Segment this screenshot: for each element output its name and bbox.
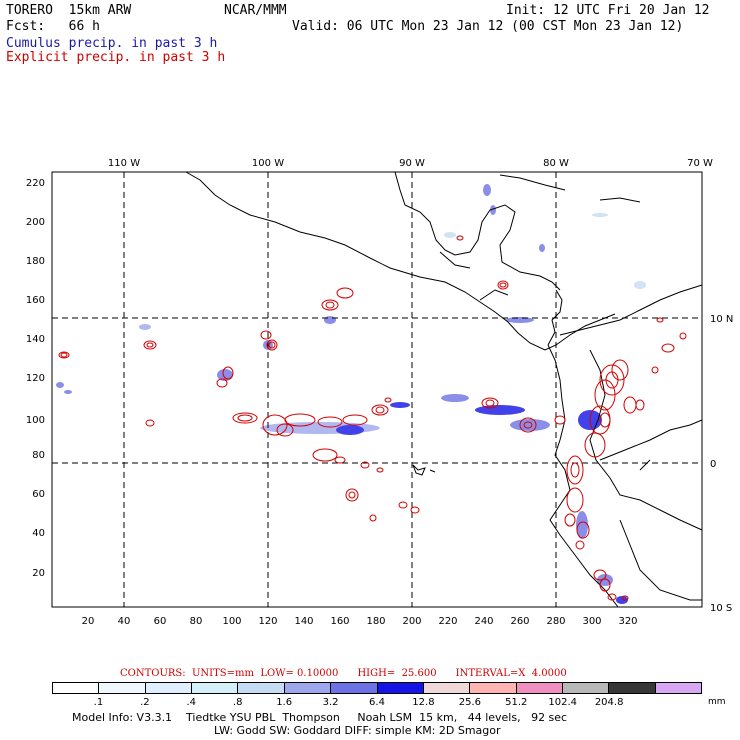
x-tick: 160 — [330, 616, 349, 627]
x-tick: 280 — [546, 616, 565, 627]
x-tick: 240 — [474, 616, 493, 627]
colorbar-swatch — [562, 683, 610, 693]
y-tick: 180 — [26, 256, 45, 267]
colorbar-swatch — [284, 683, 332, 693]
valid-time: Valid: 06 UTC Mon 23 Jan 12 (00 CST Mon … — [292, 19, 684, 34]
x-tick: 120 — [258, 616, 277, 627]
lon-label: 110 W — [108, 158, 140, 169]
model-title: TORERO 15km ARW — [6, 3, 132, 18]
coastlines — [185, 171, 703, 608]
x-tick: 300 — [582, 616, 601, 627]
lon-label: 70 W — [687, 158, 713, 169]
y-tick: 20 — [32, 568, 45, 579]
y-tick: 80 — [32, 450, 45, 461]
colorbar-label: .4 — [186, 697, 197, 708]
colorbar-units: mm — [708, 697, 726, 707]
y-tick: 140 — [26, 334, 45, 345]
colorbar-swatch — [331, 683, 378, 693]
y-tick: 40 — [32, 528, 45, 539]
colorbar-swatch — [192, 683, 239, 693]
x-tick: 80 — [190, 616, 203, 627]
init-time: Init: 12 UTC Fri 20 Jan 12 — [506, 3, 710, 18]
colorbar-swatch — [99, 683, 146, 693]
top-lon-labels: 110 W 100 W 90 W 80 W 70 W — [108, 158, 713, 169]
colorbar-label: 6.4 — [369, 697, 385, 708]
forecast-hour: Fcst: 66 h — [6, 19, 100, 34]
y-tick: 100 — [26, 415, 45, 426]
x-tick: 260 — [510, 616, 529, 627]
colorbar-label: .2 — [140, 697, 150, 708]
x-axis: 20 40 60 80 100 120 140 160 180 200 220 … — [82, 616, 638, 627]
x-tick: 320 — [618, 616, 637, 627]
colorbar-swatch — [53, 683, 100, 693]
precip-map: 110 W 100 W 90 W 80 W 70 W — [26, 158, 733, 627]
x-tick: 20 — [82, 616, 95, 627]
lat-label: 0 — [710, 459, 716, 470]
colorbar-swatch — [516, 683, 563, 693]
lon-label: 100 W — [252, 158, 284, 169]
colorbar-label: 1.6 — [276, 697, 293, 708]
x-tick: 220 — [438, 616, 457, 627]
y-tick: 160 — [26, 295, 45, 306]
x-tick: 200 — [402, 616, 421, 627]
x-tick: 140 — [294, 616, 313, 627]
contour-info: CONTOURS: UNITS=mm LOW= 0.10000 HIGH= 25… — [120, 668, 567, 679]
x-tick: 180 — [366, 616, 385, 627]
colorbar-label: 12.8 — [412, 697, 435, 708]
colorbar-swatch — [423, 683, 471, 693]
lat-label: 10 N — [710, 314, 733, 325]
model-physics: LW: Godd SW: Goddard DIFF: simple KM: 2D… — [214, 724, 501, 737]
y-tick: 200 — [26, 217, 45, 228]
colorbar-label: 51.2 — [505, 697, 528, 708]
x-tick: 100 — [222, 616, 241, 627]
colorbar — [52, 682, 702, 694]
colorbar-label: 25.6 — [458, 697, 481, 708]
colorbar-label: 204.8 — [594, 697, 624, 708]
colorbar-swatch — [145, 683, 193, 693]
lon-label: 80 W — [543, 158, 569, 169]
colorbar-swatch — [470, 683, 517, 693]
right-lat-labels: 10 N 0 10 S — [710, 314, 733, 614]
lat-lon-grid — [52, 172, 702, 607]
x-tick: 40 — [118, 616, 131, 627]
colorbar-label: 3.2 — [322, 697, 339, 708]
legend-cumulus: Cumulus precip. in past 3 h — [6, 36, 218, 51]
lat-label: 10 S — [710, 603, 732, 614]
colorbar-swatch — [238, 683, 285, 693]
cumulus-precip-areas — [56, 184, 646, 604]
colorbar-label: 102.4 — [548, 697, 578, 708]
legend-explicit: Explicit precip. in past 3 h — [6, 50, 226, 65]
colorbar-swatch — [609, 683, 656, 693]
colorbar-swatch — [377, 683, 424, 693]
y-tick: 120 — [26, 373, 45, 384]
colorbar-label: .1 — [93, 697, 104, 708]
plot-frame — [51, 171, 703, 608]
explicit-precip-contours — [58, 235, 687, 601]
colorbar-label: .8 — [232, 697, 243, 708]
lon-label: 90 W — [399, 158, 425, 169]
y-tick: 220 — [26, 178, 45, 189]
y-tick: 60 — [32, 489, 45, 500]
organization: NCAR/MMM — [224, 3, 287, 18]
x-tick: 60 — [154, 616, 167, 627]
model-info: Model Info: V3.3.1 Tiedtke YSU PBL Thomp… — [72, 711, 568, 724]
colorbar-swatch — [655, 683, 702, 693]
y-axis: 20 40 60 80 100 120 140 160 180 200 220 — [26, 178, 45, 579]
